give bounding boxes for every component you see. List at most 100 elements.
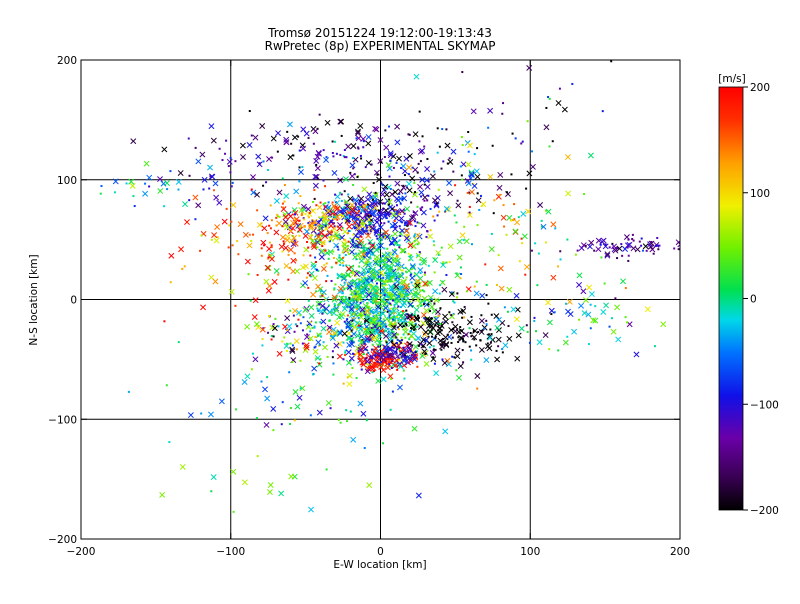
scatter-dot bbox=[361, 223, 364, 226]
scatter-cross bbox=[521, 233, 528, 240]
scatter-cross bbox=[341, 274, 348, 281]
scatter-dot bbox=[148, 185, 151, 188]
scatter-dot bbox=[347, 240, 350, 243]
scatter-cross bbox=[338, 295, 345, 302]
scatter-dot bbox=[359, 154, 362, 157]
scatter-dot bbox=[382, 318, 385, 321]
scatter-dot bbox=[457, 341, 460, 344]
scatter-dot bbox=[463, 305, 466, 308]
scatter-dot bbox=[268, 224, 271, 227]
scatter-dot bbox=[358, 280, 361, 283]
scatter-dot bbox=[548, 145, 551, 148]
scatter-cross bbox=[221, 218, 228, 225]
scatter-cross bbox=[561, 106, 568, 113]
scatter-dot bbox=[484, 263, 487, 266]
scatter-cross bbox=[423, 337, 429, 344]
scatter-cross bbox=[287, 154, 294, 161]
scatter-cross bbox=[644, 306, 651, 313]
scatter-cross bbox=[366, 191, 373, 198]
scatter-dot bbox=[276, 150, 279, 153]
scatter-dot bbox=[459, 266, 462, 269]
scatter-dot bbox=[293, 330, 296, 333]
scatter-dot bbox=[406, 233, 409, 236]
scatter-dot bbox=[333, 287, 336, 290]
scatter-dot bbox=[432, 240, 435, 243]
scatter-dot bbox=[434, 335, 437, 338]
scatter-dot bbox=[399, 220, 402, 223]
scatter-dot bbox=[333, 288, 336, 291]
scatter-cross bbox=[316, 224, 323, 231]
scatter-cross bbox=[353, 289, 360, 296]
scatter-dot bbox=[262, 244, 265, 247]
scatter-dot bbox=[673, 247, 676, 250]
scatter-dot bbox=[427, 303, 430, 306]
scatter-dot bbox=[453, 214, 456, 217]
scatter-dot bbox=[255, 417, 258, 420]
scatter-cross bbox=[540, 223, 547, 230]
scatter-cross bbox=[386, 165, 393, 172]
scatter-cross bbox=[130, 138, 137, 145]
scatter-cross bbox=[380, 356, 387, 363]
scatter-dot bbox=[229, 157, 232, 160]
scatter-dot bbox=[470, 315, 473, 318]
scatter-dot bbox=[318, 362, 321, 365]
scatter-dot bbox=[645, 249, 648, 252]
scatter-dot bbox=[429, 229, 432, 232]
scatter-dot bbox=[376, 173, 379, 176]
scatter-dot bbox=[339, 214, 342, 217]
scatter-cross bbox=[143, 160, 150, 167]
scatter-dot bbox=[307, 299, 310, 302]
scatter-dot bbox=[378, 238, 381, 241]
scatter-dot bbox=[260, 380, 263, 383]
scatter-dot bbox=[267, 257, 270, 260]
scatter-dot bbox=[405, 309, 408, 312]
scatter-cross bbox=[520, 210, 527, 217]
scatter-dot bbox=[388, 198, 391, 201]
scatter-dot bbox=[362, 250, 365, 253]
scatter-cross bbox=[441, 360, 448, 366]
scatter-dot bbox=[391, 288, 394, 291]
scatter-cross bbox=[380, 367, 387, 374]
scatter-dot bbox=[475, 280, 478, 283]
scatter-cross bbox=[250, 174, 256, 181]
scatter-cross bbox=[372, 308, 379, 315]
scatter-dot bbox=[505, 191, 508, 194]
scatter-cross bbox=[616, 245, 623, 252]
scatter-dot bbox=[249, 299, 252, 302]
scatter-dot bbox=[545, 241, 548, 244]
scatter-dot bbox=[368, 305, 371, 308]
scatter-dot bbox=[526, 120, 529, 123]
scatter-cross bbox=[370, 271, 376, 278]
scatter-cross bbox=[550, 221, 557, 228]
scatter-dot bbox=[386, 343, 389, 346]
scatter-dot bbox=[440, 246, 443, 249]
scatter-cross bbox=[578, 302, 585, 309]
scatter-dot bbox=[632, 239, 635, 242]
scatter-cross bbox=[388, 239, 395, 246]
scatter-dot bbox=[331, 308, 334, 311]
scatter-cross bbox=[328, 222, 334, 229]
scatter-dot bbox=[434, 336, 437, 339]
scatter-dot bbox=[336, 277, 339, 280]
scatter-cross bbox=[266, 156, 272, 162]
scatter-dot bbox=[298, 225, 301, 228]
scatter-dot bbox=[559, 258, 562, 261]
chart-title: Tromsø 20151224 19:12:00-19:13:43 bbox=[267, 26, 492, 40]
scatter-dot bbox=[362, 140, 365, 143]
scatter-dot bbox=[343, 307, 346, 310]
scatter-dot bbox=[513, 218, 516, 221]
scatter-dot bbox=[413, 338, 416, 341]
scatter-cross bbox=[333, 342, 340, 349]
scatter-dot bbox=[485, 319, 488, 322]
scatter-dot bbox=[413, 235, 416, 238]
scatter-cross bbox=[355, 225, 362, 232]
scatter-dot bbox=[234, 160, 237, 163]
scatter-dot bbox=[625, 321, 628, 324]
scatter-cross bbox=[548, 307, 555, 314]
scatter-dot bbox=[262, 327, 265, 330]
scatter-dot bbox=[177, 188, 180, 191]
scatter-dot bbox=[266, 232, 269, 235]
scatter-dot bbox=[317, 334, 320, 337]
scatter-dot bbox=[292, 154, 295, 157]
scatter-dot bbox=[262, 184, 265, 187]
